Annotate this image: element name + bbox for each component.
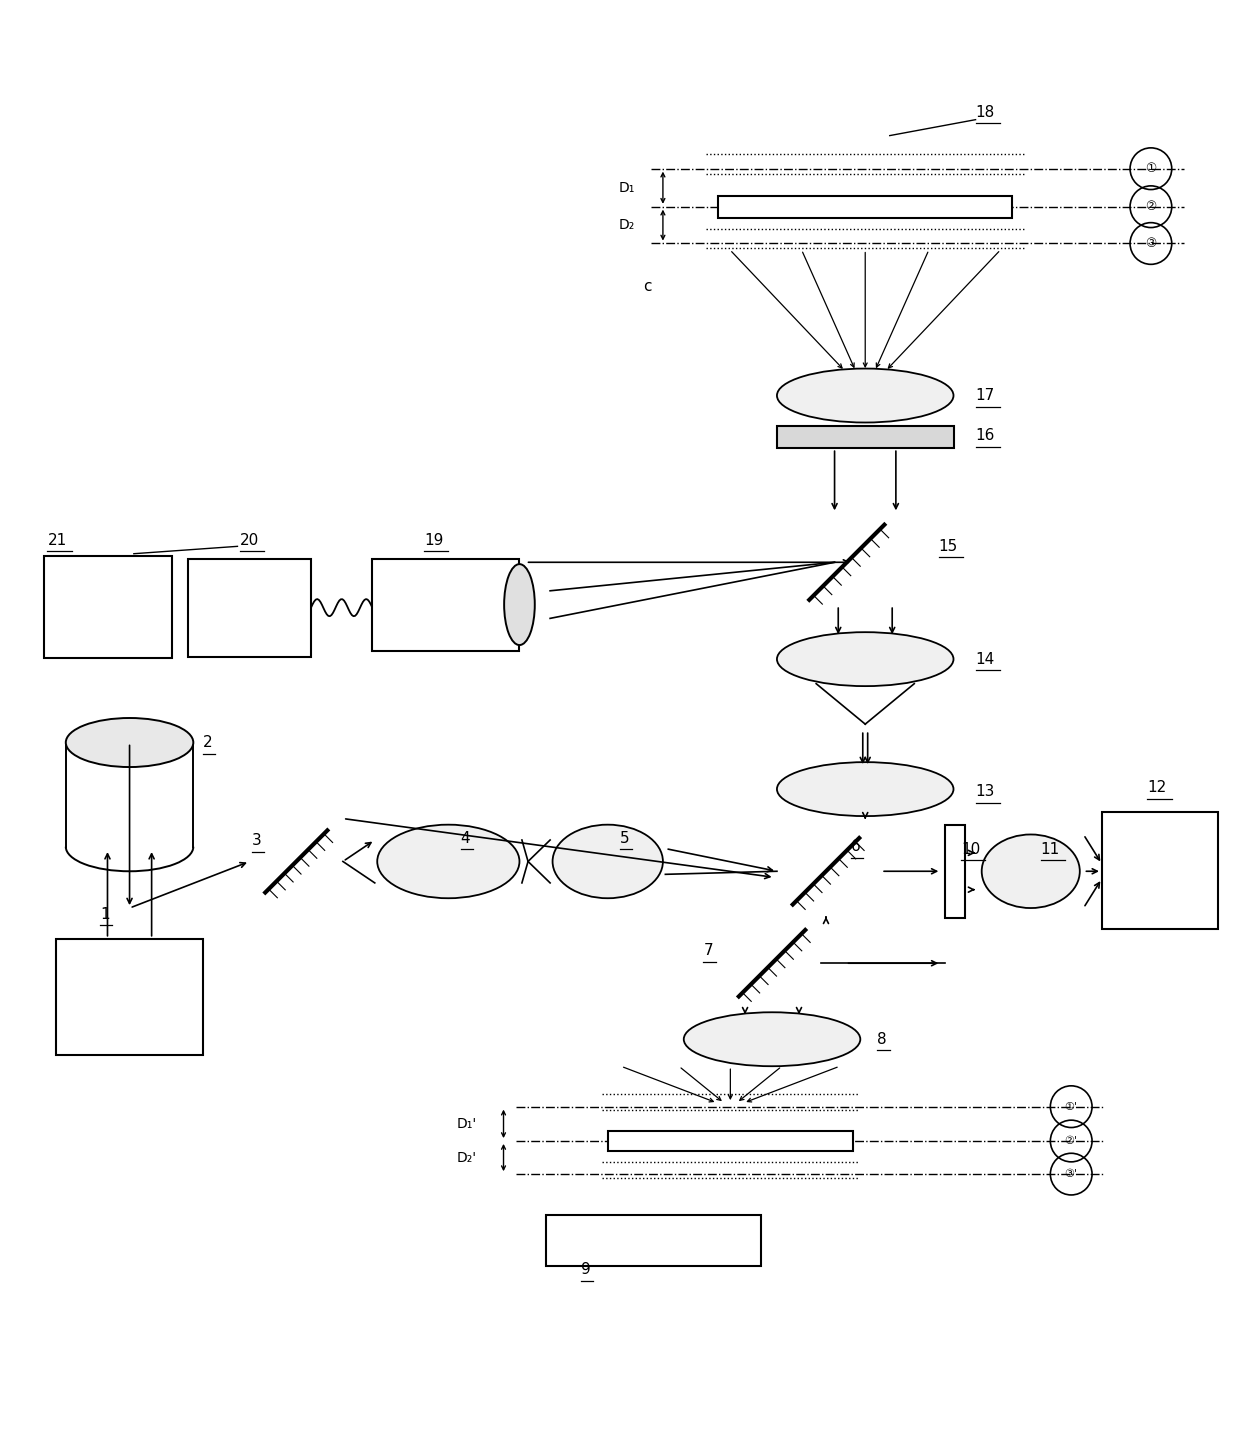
Text: 10: 10 (961, 841, 980, 857)
Text: D₂': D₂' (456, 1150, 476, 1165)
Ellipse shape (66, 718, 193, 767)
Text: 7: 7 (703, 943, 713, 958)
Text: c: c (642, 279, 651, 294)
Ellipse shape (982, 834, 1080, 908)
Text: D₁': D₁' (456, 1117, 476, 1130)
Text: 15: 15 (939, 538, 959, 554)
Text: 4: 4 (460, 830, 470, 846)
Text: ①': ①' (1065, 1101, 1078, 1111)
Text: 12: 12 (1147, 780, 1167, 796)
Ellipse shape (553, 824, 663, 899)
Ellipse shape (377, 824, 520, 899)
Ellipse shape (777, 369, 954, 422)
Bar (777, 426, 954, 448)
Text: 16: 16 (976, 428, 994, 444)
Text: 9: 9 (580, 1262, 590, 1277)
Text: ③: ③ (1146, 237, 1157, 250)
Bar (1102, 813, 1219, 929)
Bar (608, 1132, 853, 1150)
Text: 6: 6 (851, 839, 861, 854)
Text: 3: 3 (252, 833, 262, 849)
Ellipse shape (777, 763, 954, 816)
Text: 1: 1 (100, 906, 110, 922)
Bar (547, 1215, 761, 1267)
Text: 18: 18 (976, 105, 994, 119)
Bar (372, 559, 520, 651)
Text: 21: 21 (47, 533, 67, 547)
Text: ②': ②' (1065, 1136, 1078, 1146)
Text: 20: 20 (239, 533, 259, 547)
Text: 8: 8 (878, 1031, 887, 1047)
Bar (718, 195, 1012, 218)
Text: 14: 14 (976, 652, 994, 666)
Bar (945, 824, 965, 918)
Text: 5: 5 (620, 830, 630, 846)
Text: 2: 2 (203, 735, 213, 750)
Text: 17: 17 (976, 388, 994, 404)
Text: D₂: D₂ (619, 218, 635, 233)
Text: ①: ① (1146, 162, 1157, 175)
Text: 11: 11 (1040, 841, 1060, 857)
Text: D₁: D₁ (619, 181, 635, 195)
Text: ②: ② (1146, 200, 1157, 213)
Text: 13: 13 (976, 784, 994, 798)
Ellipse shape (777, 632, 954, 686)
Text: ③': ③' (1065, 1169, 1078, 1179)
Ellipse shape (505, 564, 534, 645)
Text: 19: 19 (424, 533, 443, 547)
Bar (43, 556, 172, 658)
Bar (188, 559, 311, 656)
Bar (56, 939, 203, 1055)
Ellipse shape (683, 1012, 861, 1066)
